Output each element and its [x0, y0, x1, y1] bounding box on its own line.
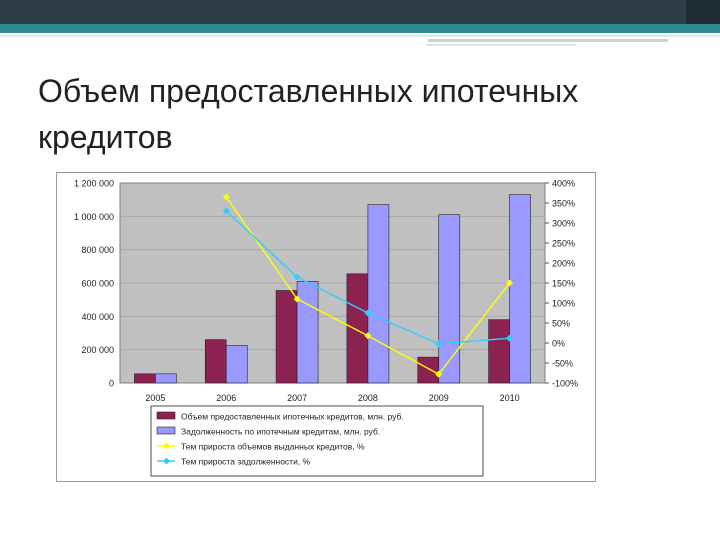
bar	[134, 373, 156, 384]
y-right-tick-label: 350%	[552, 199, 575, 209]
y-left-tick-label: 0	[109, 379, 114, 389]
chart: 0 200 000 400 000 600 000 800 000 1 000 000 1 …	[56, 172, 596, 482]
bar	[438, 214, 461, 384]
chart-svg: 0 200 000 400 000 600 000 800 000 1 000 000 1 …	[56, 172, 596, 482]
legend-label: Объем предоставленных ипотечных кредитов…	[181, 412, 404, 422]
top-decor-corner	[686, 0, 720, 24]
line-marker	[506, 334, 514, 342]
line-marker	[435, 340, 443, 348]
y-left-tick-label: 200 000	[81, 345, 114, 355]
bar	[225, 345, 248, 384]
bar	[155, 373, 177, 384]
bar	[346, 273, 369, 384]
line-marker	[364, 309, 372, 317]
y-right-tick-label: -50%	[552, 359, 573, 369]
line-marker	[293, 273, 301, 281]
y-right-tick-label: 300%	[552, 219, 575, 229]
y-left-tick-label: 1 000 000	[74, 212, 114, 222]
line-marker	[293, 295, 301, 303]
line-marker	[222, 193, 230, 201]
y-right-tick-label: 400%	[552, 179, 575, 189]
y-right-tick-label: 200%	[552, 259, 575, 269]
x-tick-label: 2007	[287, 393, 307, 403]
y-left-tick-label: 1 200 000	[74, 179, 114, 189]
line-marker	[222, 207, 230, 215]
top-decor-line	[0, 35, 720, 37]
y-right-tick-label: -100%	[552, 379, 578, 389]
bar	[367, 204, 390, 384]
legend-box	[150, 405, 484, 477]
line-marker	[506, 279, 514, 287]
line-marker	[435, 370, 443, 378]
line-marker	[364, 332, 372, 340]
y-right-tick-label: 250%	[552, 239, 575, 249]
y-left-tick-label: 800 000	[81, 245, 114, 255]
x-tick-label: 2010	[500, 393, 520, 403]
bar	[204, 339, 227, 384]
legend-swatch	[156, 426, 176, 435]
y-right-tick-label: 150%	[552, 279, 575, 289]
bar	[275, 290, 298, 384]
bar	[488, 319, 510, 384]
legend-marker	[162, 442, 171, 450]
legend-label: Тем прироста объемов выданных кредитов, …	[181, 442, 365, 452]
y-right-tick-label: 0%	[552, 339, 565, 349]
legend-label: Тем прироста задолженности, %	[181, 457, 311, 467]
top-decor-line	[428, 39, 668, 42]
y-right-tick-label: 50%	[552, 319, 570, 329]
bar	[417, 356, 440, 384]
legend-label: Задолженность по ипотечным кредитам, млн…	[181, 427, 380, 437]
x-tick-label: 2009	[429, 393, 449, 403]
x-tick-label: 2008	[358, 393, 378, 403]
legend-marker	[162, 457, 171, 465]
bar	[296, 281, 319, 384]
top-decor-bar	[0, 0, 720, 24]
x-tick-label: 2006	[216, 393, 236, 403]
y-left-tick-label: 400 000	[81, 312, 114, 322]
y-left-tick-label: 600 000	[81, 279, 114, 289]
x-tick-label: 2005	[145, 393, 165, 403]
y-right-tick-label: 100%	[552, 299, 575, 309]
top-decor-line	[426, 44, 576, 46]
slide-title: Объем предоставленных ипотечных кредитов	[38, 73, 579, 155]
top-decor-stripe	[0, 24, 720, 33]
legend-swatch	[156, 411, 176, 420]
bar	[509, 194, 531, 384]
